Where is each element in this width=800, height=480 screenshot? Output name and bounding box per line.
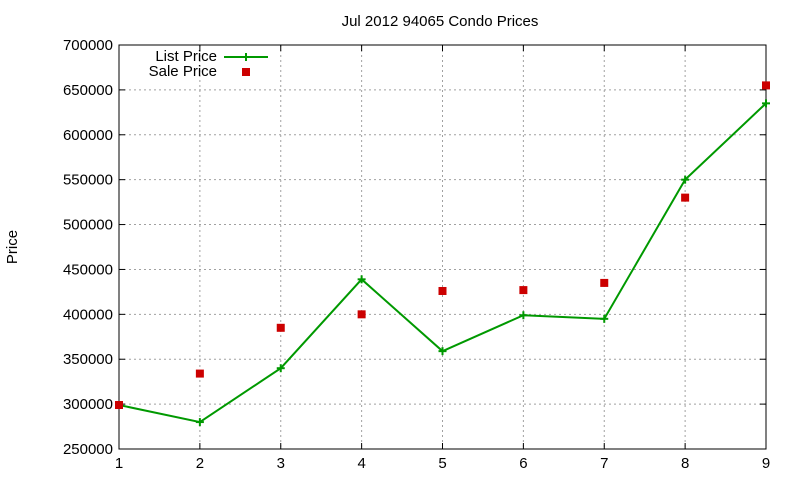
point-list-price xyxy=(276,364,285,373)
point-sale-price xyxy=(519,286,528,295)
y-tick-label: 650000 xyxy=(63,82,113,99)
grid xyxy=(119,45,766,449)
y-axis-label: Price xyxy=(4,230,21,264)
point-sale-price xyxy=(115,401,123,410)
point-list-price xyxy=(681,175,690,184)
legend-label-sale-price: Sale Price xyxy=(149,63,217,80)
legend-sample-sale-price xyxy=(242,68,250,76)
point-sale-price xyxy=(195,369,204,378)
point-sale-price xyxy=(357,310,366,319)
legend-label-list-price: List Price xyxy=(155,48,217,65)
plot-frame xyxy=(118,44,767,450)
chart-title: Jul 2012 94065 Condo Prices xyxy=(342,13,539,30)
y-tick-label: 500000 xyxy=(63,217,113,234)
y-tick-label: 250000 xyxy=(63,441,113,458)
point-list-price xyxy=(762,99,770,108)
y-tick-label: 300000 xyxy=(63,396,113,413)
x-tick-label: 3 xyxy=(277,455,285,472)
point-sale-price xyxy=(762,81,770,90)
x-tick-label: 2 xyxy=(196,455,204,472)
y-tick-label: 550000 xyxy=(63,172,113,189)
point-list-price xyxy=(600,314,609,323)
point-list-price xyxy=(438,347,447,356)
point-sale-price xyxy=(438,286,447,295)
point-sale-price xyxy=(681,193,690,202)
y-tick-label: 350000 xyxy=(63,351,113,368)
y-tick-label: 450000 xyxy=(63,261,113,278)
series xyxy=(115,81,770,427)
axis-ticks: 250000 300000 350000 400000 450000 500000 5500… xyxy=(63,37,770,472)
legend: List Price Sale Price xyxy=(149,48,268,80)
point-list-price xyxy=(195,418,204,427)
x-tick-label: 7 xyxy=(600,455,608,472)
x-tick-label: 8 xyxy=(681,455,689,472)
point-sale-price xyxy=(600,278,609,287)
legend-plus-marker xyxy=(242,53,250,61)
point-sale-price xyxy=(276,323,285,332)
x-tick-label: 5 xyxy=(438,455,446,472)
x-tick-label: 6 xyxy=(519,455,527,472)
y-tick-label: 600000 xyxy=(63,127,113,144)
x-tick-label: 1 xyxy=(115,455,123,472)
x-tick-label: 9 xyxy=(762,455,770,472)
legend-square-marker xyxy=(242,68,250,76)
y-tick-label: 400000 xyxy=(63,306,113,323)
y-tick-label: 700000 xyxy=(63,37,113,54)
point-list-price xyxy=(519,311,528,320)
legend-sample-list-price xyxy=(224,53,268,61)
x-tick-label: 4 xyxy=(357,455,365,472)
point-list-price xyxy=(357,275,366,284)
